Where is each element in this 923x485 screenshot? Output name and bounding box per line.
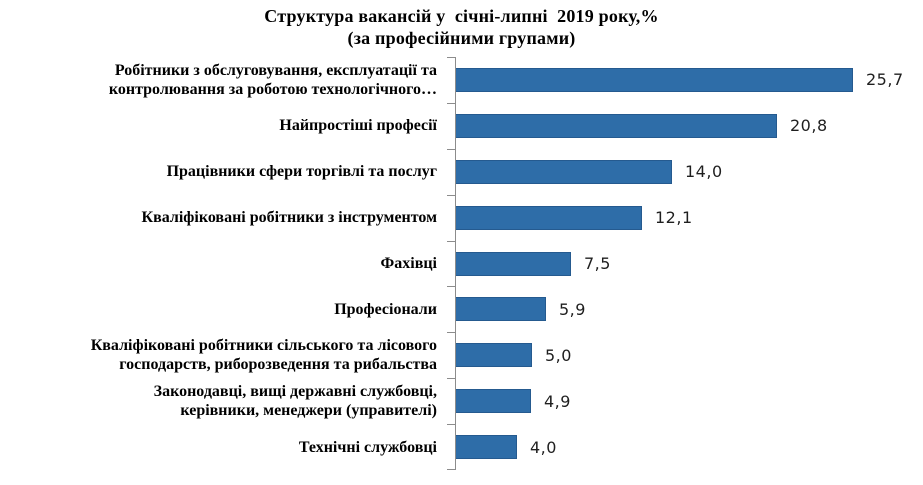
bar bbox=[455, 389, 531, 414]
bar-row: Робітники з обслуговування, експлуатації… bbox=[0, 57, 923, 103]
bar bbox=[455, 67, 853, 92]
value-label: 14,0 bbox=[685, 162, 723, 182]
bar-cell: 25,7 bbox=[448, 57, 923, 103]
axis-tick bbox=[447, 378, 455, 380]
value-label: 5,9 bbox=[559, 299, 586, 319]
bar-cell: 4,0 bbox=[448, 424, 923, 470]
bar-cell: 5,9 bbox=[448, 286, 923, 332]
category-label: Технічні службовці bbox=[298, 438, 437, 456]
category-label: Кваліфіковані робітники з інструментом bbox=[141, 209, 438, 227]
category-label: Законодавці, вищі державні службовці, ке… bbox=[153, 383, 437, 420]
bar bbox=[455, 205, 642, 230]
bar-row: Кваліфіковані робітники з інструментом 12… bbox=[0, 195, 923, 241]
value-label: 12,1 bbox=[655, 208, 693, 228]
plot-area: Робітники з обслуговування, експлуатації… bbox=[0, 57, 923, 470]
axis-tick bbox=[447, 286, 455, 288]
bar-cell: 20,8 bbox=[448, 103, 923, 149]
category-label: Кваліфіковані робітники сільського та лі… bbox=[90, 337, 437, 374]
axis-tick bbox=[447, 194, 455, 196]
chart-subtitle: (за професійними групами) bbox=[347, 28, 576, 48]
category-label: Фахівці bbox=[380, 255, 438, 272]
axis-tick bbox=[447, 424, 455, 426]
axis-tick bbox=[447, 57, 455, 58]
bar-rows: Робітники з обслуговування, експлуатації… bbox=[0, 57, 923, 470]
bar bbox=[455, 343, 532, 368]
bar bbox=[455, 159, 672, 184]
chart-title: Структура вакансій у січні-липні 2019 ро… bbox=[264, 6, 659, 26]
category-axis-line bbox=[455, 57, 456, 470]
category-label: Найпростіші професії bbox=[279, 117, 437, 135]
bar-row: Найпростіші професії 20,8 bbox=[0, 103, 923, 149]
bar-row: Фахівці 7,5 bbox=[0, 241, 923, 287]
value-label: 4,0 bbox=[530, 437, 557, 457]
value-label: 7,5 bbox=[584, 254, 611, 273]
bar-row: Професіонали 5,9 bbox=[0, 286, 923, 332]
bar-cell: 12,1 bbox=[448, 195, 923, 241]
bar bbox=[455, 251, 571, 276]
bar-cell: 14,0 bbox=[448, 149, 923, 195]
value-label: 25,7 bbox=[866, 70, 904, 90]
bar bbox=[455, 113, 777, 138]
value-label: 20,8 bbox=[790, 116, 828, 136]
value-label: 5,0 bbox=[545, 345, 572, 365]
category-label: Професіонали bbox=[334, 300, 437, 318]
axis-tick bbox=[447, 469, 455, 470]
chart-title-block: Структура вакансій у січні-липні 2019 ро… bbox=[0, 5, 923, 49]
bar-row: Кваліфіковані робітники сільського та лі… bbox=[0, 332, 923, 378]
bar-row: Законодавці, вищі державні службовці, ке… bbox=[0, 378, 923, 424]
value-label: 4,9 bbox=[544, 391, 571, 411]
bar-row: Працівники сфери торгівлі та послуг 14,0 bbox=[0, 149, 923, 195]
category-label: Робітники з обслуговування, експлуатації… bbox=[108, 61, 437, 98]
bar-row: Технічні службовці 4,0 bbox=[0, 424, 923, 470]
category-label: Працівники сфери торгівлі та послуг bbox=[166, 163, 437, 181]
bar-cell: 5,0 bbox=[448, 332, 923, 378]
axis-tick bbox=[447, 240, 455, 242]
bar-cell: 4,9 bbox=[448, 378, 923, 424]
bar bbox=[455, 297, 546, 322]
axis-tick bbox=[447, 102, 455, 104]
axis-tick bbox=[447, 148, 455, 150]
bar bbox=[455, 435, 517, 460]
bar-cell: 7,5 bbox=[448, 241, 923, 287]
axis-tick bbox=[447, 332, 455, 334]
